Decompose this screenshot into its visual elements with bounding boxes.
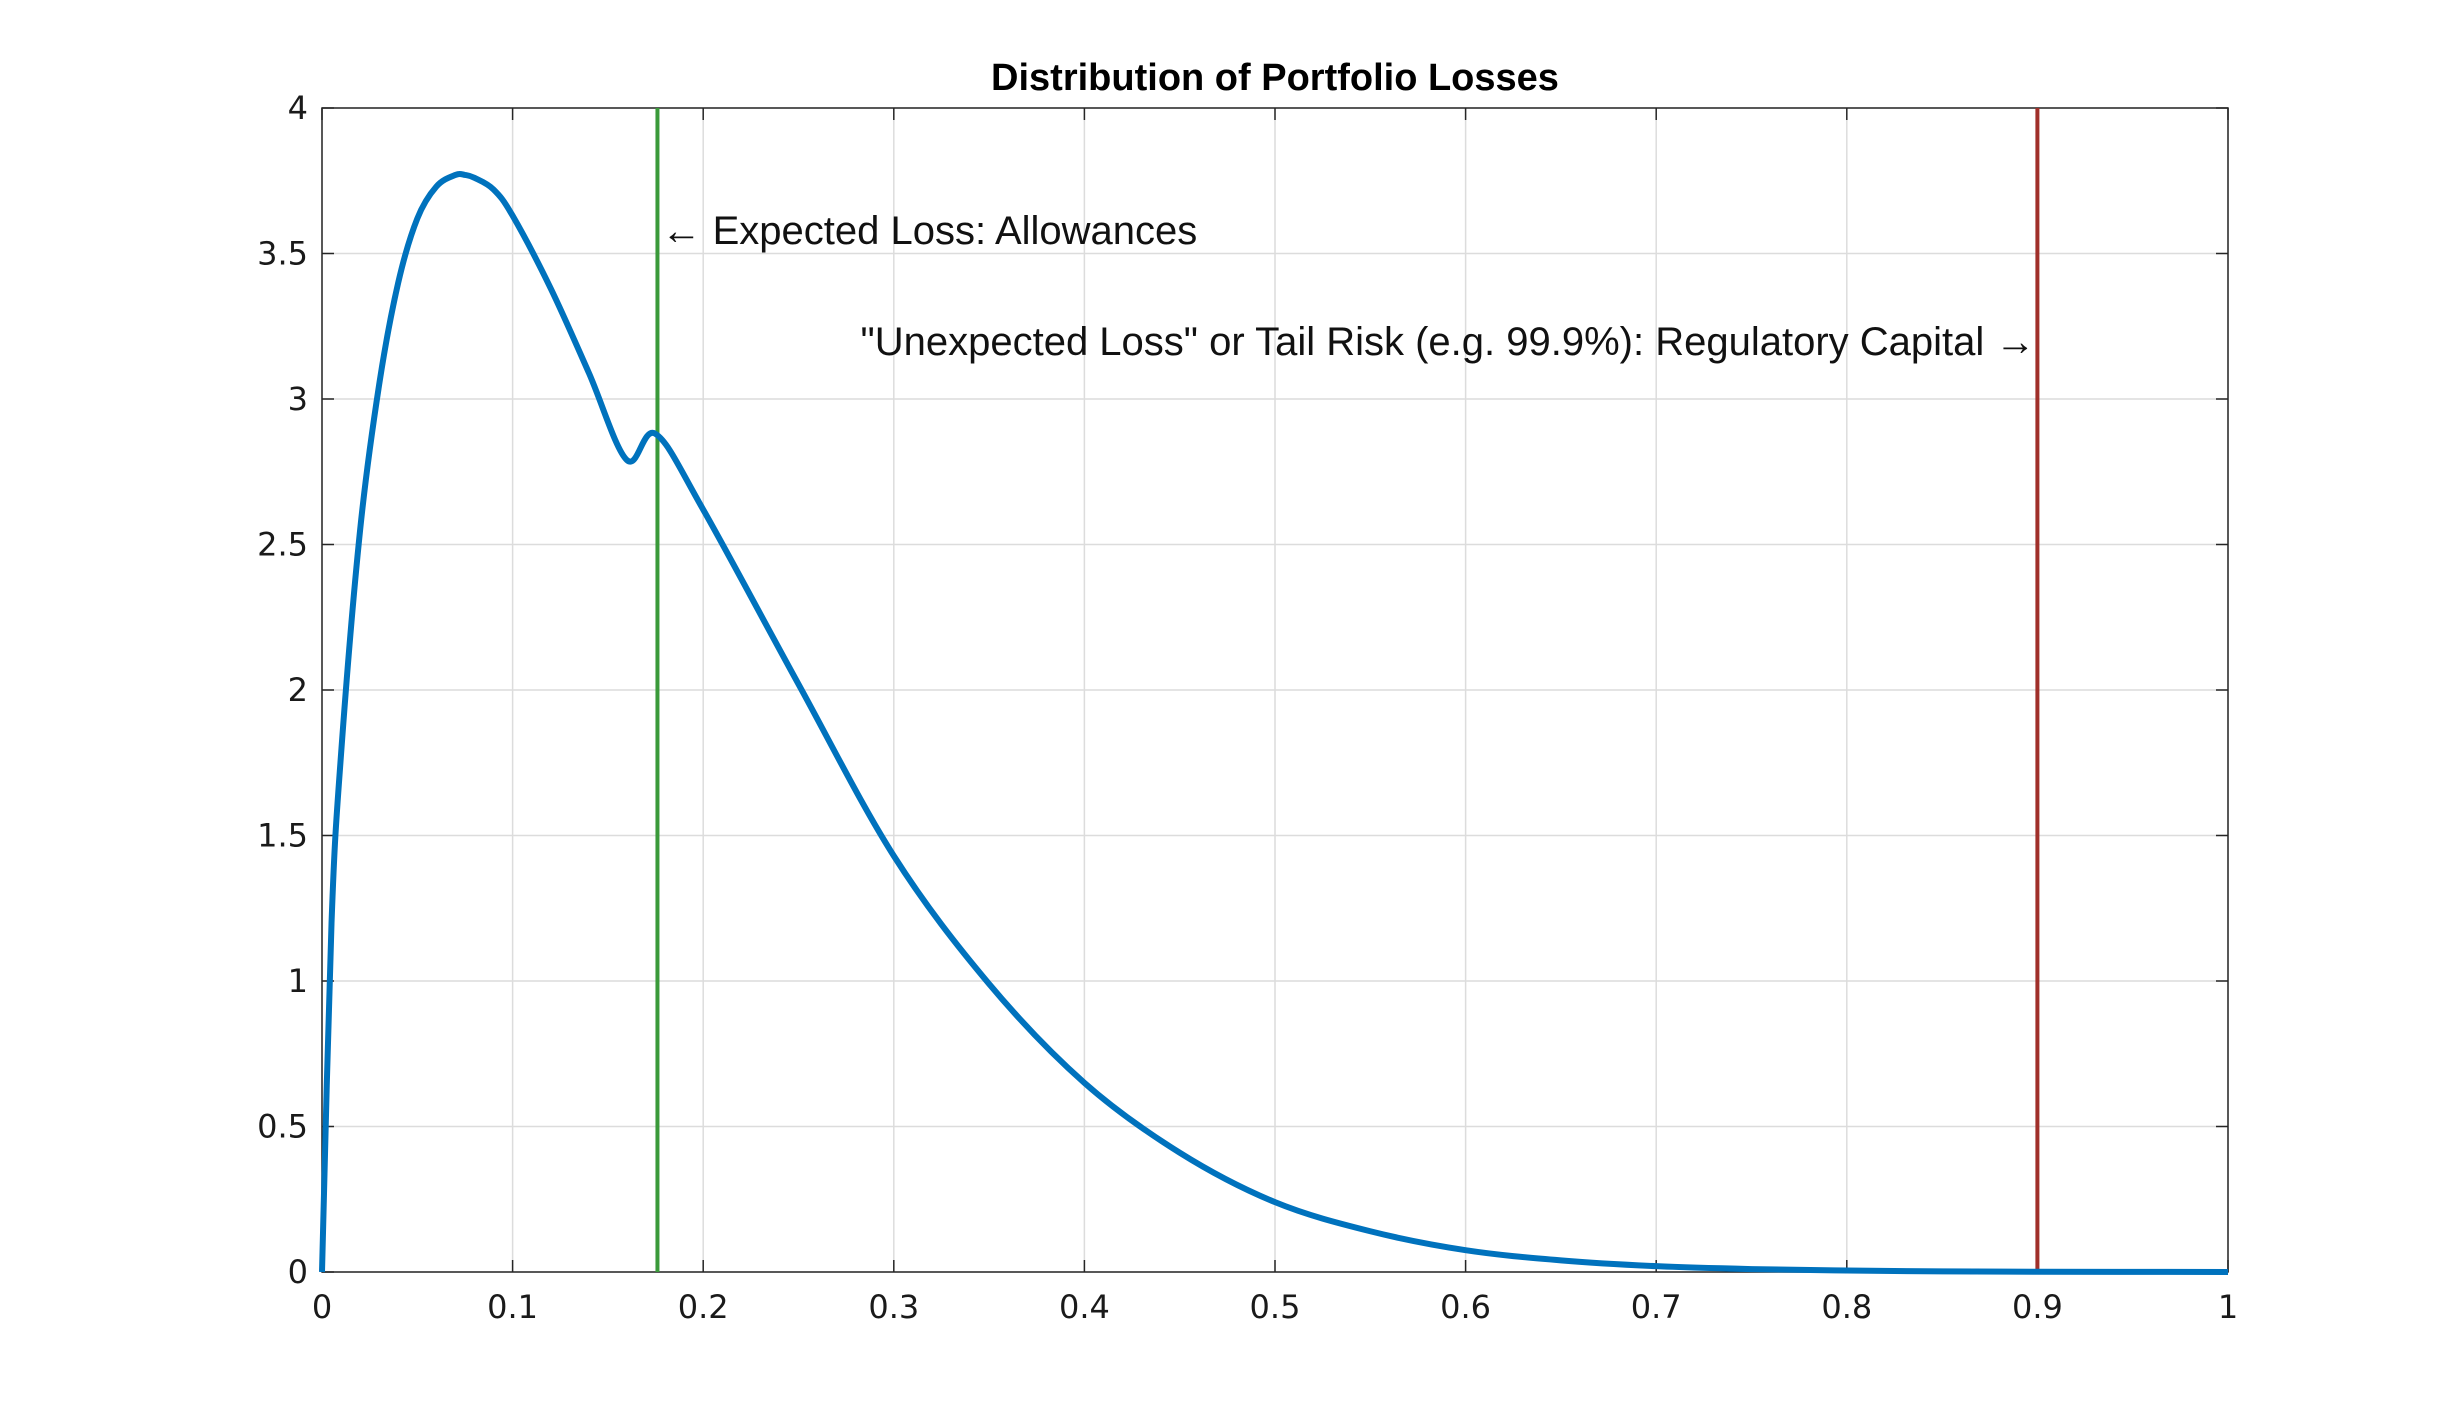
chart-title: Distribution of Portfolio Losses bbox=[991, 57, 1559, 99]
y-tick-label: 4 bbox=[288, 89, 308, 127]
expected-loss-annotation: ← Expected Loss: Allowances bbox=[661, 209, 1197, 253]
x-tick-label: 0.2 bbox=[678, 1288, 729, 1326]
x-tick-label: 0.1 bbox=[487, 1288, 538, 1326]
tail-risk-annotation: "Unexpected Loss" or Tail Risk (e.g. 99.… bbox=[861, 320, 2036, 364]
y-tick-label: 1.5 bbox=[257, 817, 308, 855]
y-tick-label: 2 bbox=[288, 671, 308, 709]
annotations: ← Expected Loss: Allowances "Unexpected L… bbox=[661, 209, 2035, 364]
y-tick-label: 0.5 bbox=[257, 1108, 308, 1146]
x-tick-label: 0.3 bbox=[868, 1288, 919, 1326]
x-tick-label: 0 bbox=[312, 1288, 332, 1326]
series-line-0 bbox=[319, 170, 2229, 1275]
x-tick-label: 0.5 bbox=[1250, 1288, 1301, 1326]
x-tick-label: 0.8 bbox=[1821, 1288, 1872, 1326]
y-tick-label: 0 bbox=[288, 1253, 308, 1291]
x-tick-label: 1 bbox=[2218, 1288, 2238, 1326]
x-tick-label: 0.4 bbox=[1059, 1288, 1110, 1326]
y-tick-label: 2.5 bbox=[257, 526, 308, 564]
x-tick-label: 0.6 bbox=[1440, 1288, 1491, 1326]
y-tick-label: 3 bbox=[288, 380, 308, 418]
series-group bbox=[319, 170, 2229, 1275]
x-tick-label: 0.9 bbox=[2012, 1288, 2063, 1326]
y-tick-label: 3.5 bbox=[257, 235, 308, 273]
reference-lines bbox=[655, 108, 2040, 1272]
y-tick-label: 1 bbox=[288, 962, 308, 1000]
x-tick-label: 0.7 bbox=[1631, 1288, 1682, 1326]
ticks: 0 0.1 0.2 0.3 0.4 0.5 0.6 0.7 0.8 0.9 1 0 0.5 1 1.5 2 2.… bbox=[257, 89, 2238, 1326]
